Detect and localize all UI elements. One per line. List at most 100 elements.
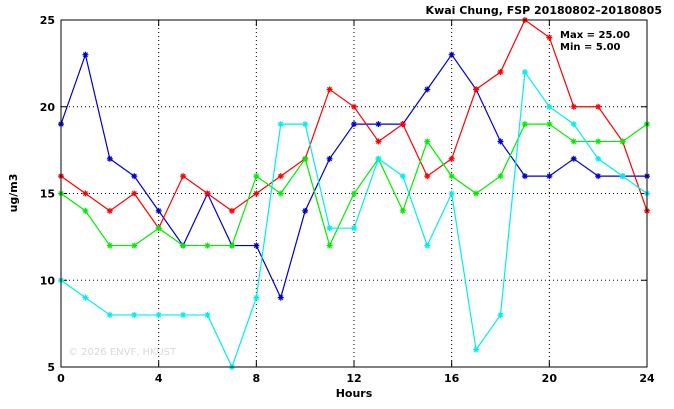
min-label: Min = 5.00: [560, 42, 621, 53]
data-point: [473, 86, 480, 93]
data-point: [448, 51, 455, 58]
data-point: [399, 121, 406, 128]
x-tick-label: 0: [57, 372, 65, 385]
data-point: [326, 242, 333, 249]
y-axis-label: ug/m3: [7, 174, 20, 213]
data-point: [131, 242, 138, 249]
data-point: [619, 138, 626, 145]
data-point: [424, 86, 431, 93]
data-point: [399, 207, 406, 214]
data-point: [155, 225, 162, 232]
data-point: [351, 190, 357, 197]
data-point: [277, 190, 284, 197]
data-point: [253, 173, 260, 180]
data-point: [204, 190, 211, 197]
data-point: [546, 173, 553, 180]
plot-frame: [60, 19, 648, 368]
data-point: [180, 242, 187, 249]
data-point: [253, 190, 260, 197]
data-point: [497, 173, 504, 180]
data-point: [570, 121, 577, 128]
data-point: [595, 138, 602, 145]
data-point: [497, 311, 504, 318]
y-tick-label: 25: [40, 14, 55, 27]
data-point: [424, 242, 431, 249]
data-point: [106, 311, 113, 318]
data-point: [106, 242, 113, 249]
data-point: [399, 173, 406, 180]
series-layer: [58, 17, 650, 370]
data-point: [375, 121, 382, 128]
data-point: [326, 155, 333, 162]
data-point: [546, 103, 553, 110]
y-tick-label: 20: [40, 101, 56, 114]
data-point: [326, 86, 333, 93]
y-tick-label: 10: [40, 274, 56, 287]
data-point: [351, 121, 357, 128]
data-point: [253, 242, 260, 249]
data-point: [106, 207, 113, 214]
data-point: [82, 190, 89, 197]
watermark: © 2026 ENVF, HKUST: [68, 347, 177, 358]
data-point: [82, 207, 89, 214]
chart-title: Kwai Chung, FSP 20180802–20180805: [426, 4, 662, 17]
y-tick-label: 15: [40, 188, 55, 201]
data-point: [351, 225, 357, 232]
data-point: [595, 155, 602, 162]
data-point: [473, 190, 480, 197]
data-point: [277, 121, 284, 128]
data-point: [302, 155, 309, 162]
x-tick-label: 12: [346, 372, 361, 385]
data-point: [228, 207, 235, 214]
data-point: [155, 311, 162, 318]
data-point: [326, 225, 333, 232]
data-point: [82, 294, 89, 301]
data-point: [546, 34, 553, 41]
x-tick-label: 8: [253, 372, 261, 385]
data-point: [521, 121, 528, 128]
data-point: [180, 311, 187, 318]
x-tick-label: 20: [542, 372, 558, 385]
data-point: [448, 190, 455, 197]
data-point: [375, 155, 382, 162]
data-point: [253, 294, 260, 301]
data-point: [204, 242, 211, 249]
data-point: [521, 173, 528, 180]
data-point: [302, 207, 309, 214]
data-point: [595, 103, 602, 110]
axis-ticks: 0 4 8 12 16 20 24 5 10 15 20 25: [40, 14, 655, 385]
data-point: [277, 294, 284, 301]
data-point: [228, 242, 235, 249]
data-point: [521, 69, 528, 76]
data-point: [473, 346, 480, 353]
data-point: [619, 173, 626, 180]
max-label: Max = 25.00: [560, 30, 630, 41]
series-4: [58, 69, 650, 370]
data-point: [106, 155, 113, 162]
x-axis-label: Hours: [336, 387, 373, 400]
data-point: [448, 173, 455, 180]
data-point: [570, 155, 577, 162]
data-point: [302, 121, 309, 128]
data-point: [595, 173, 602, 180]
data-point: [497, 69, 504, 76]
data-point: [546, 121, 553, 128]
data-point: [277, 173, 284, 180]
data-point: [497, 138, 504, 145]
data-point: [131, 190, 138, 197]
y-tick-label: 5: [47, 361, 55, 374]
series-3: [58, 121, 650, 249]
data-point: [424, 138, 431, 145]
data-point: [570, 138, 577, 145]
data-point: [131, 173, 138, 180]
x-tick-label: 16: [444, 372, 460, 385]
data-point: [351, 103, 357, 110]
data-point: [375, 138, 382, 145]
data-point: [155, 207, 162, 214]
data-point: [131, 311, 138, 318]
data-point: [570, 103, 577, 110]
data-point: [82, 51, 89, 58]
data-point: [180, 173, 187, 180]
x-tick-label: 24: [639, 372, 655, 385]
